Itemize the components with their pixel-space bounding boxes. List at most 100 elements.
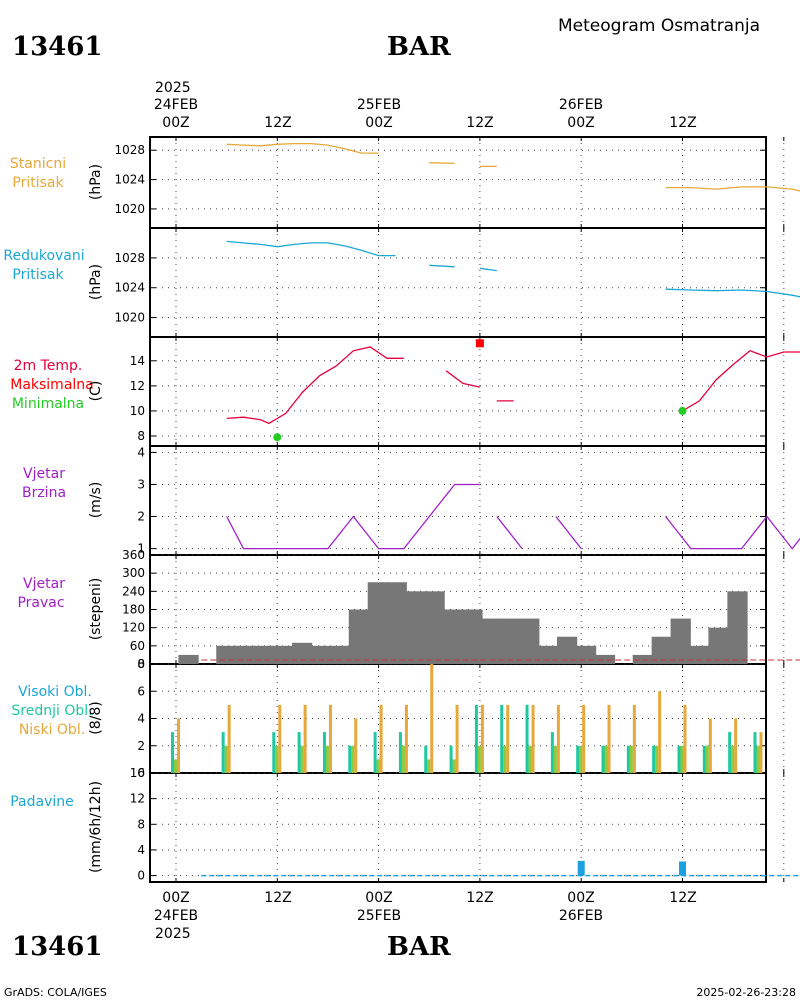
mid-cloud-bar: [604, 745, 608, 773]
wind-direction-bar: [632, 654, 653, 664]
tick-bottom-4: 12Z: [466, 890, 493, 906]
low-cloud-bar: [354, 718, 358, 773]
timestamp-text: 2025-02-26-23:28: [696, 986, 796, 999]
precipitation-bar: [679, 861, 686, 876]
reduced-pressure-line: [429, 264, 455, 268]
wind-direction-bar: [575, 645, 597, 664]
wind-direction-bar: [254, 645, 275, 664]
panel-label-reduced-2: Pritisak: [12, 267, 64, 283]
y-tick-label: 10: [130, 404, 145, 418]
y-tick-label: 0: [137, 657, 145, 671]
low-cloud-bar: [328, 704, 332, 773]
mid-cloud-bar: [477, 745, 481, 773]
plot-layer: 1020102410281020102410288101214123406012…: [114, 136, 800, 883]
tick-bottom-1: 00Z: [162, 890, 189, 906]
high-cloud-bar: [550, 732, 554, 773]
wind-direction-bar: [424, 591, 445, 664]
tick-top-4: 12Z: [466, 115, 493, 131]
mid-cloud-bar: [325, 745, 329, 773]
high-cloud-bar: [348, 745, 352, 773]
precipitation-bar: [577, 860, 585, 876]
year-label-bottom: 2025: [155, 926, 191, 942]
mid-cloud-bar: [553, 745, 557, 773]
wind-direction-bar: [216, 645, 237, 664]
y-tick-label: 1020: [114, 202, 145, 216]
y-tick-label: 1020: [114, 311, 145, 325]
panel-label-cloud-3: Niski Obl.: [19, 722, 85, 738]
wind-direction-bar: [689, 645, 710, 664]
low-cloud-bar: [632, 704, 636, 773]
y-tick-label: 1: [137, 542, 145, 556]
y-tick-label: 12: [130, 379, 145, 393]
low-cloud-bar: [379, 704, 383, 773]
mid-cloud-bar: [452, 759, 456, 773]
panel-label-dir-2: Pravac: [17, 595, 64, 611]
high-cloud-bar: [576, 745, 580, 773]
high-cloud-bar: [500, 704, 504, 773]
low-cloud-bar: [480, 704, 484, 773]
y-tick-label: 14: [130, 354, 145, 368]
y-tick-label: 16: [130, 766, 145, 780]
date-label-bottom-2: 25FEB: [357, 908, 401, 924]
tick-top-6: 12Z: [669, 115, 696, 131]
high-cloud-bar: [652, 745, 656, 773]
wind-direction-bar: [443, 609, 464, 664]
low-cloud-bar: [303, 704, 307, 773]
wind-direction-bar: [405, 591, 426, 664]
low-cloud-bar: [582, 704, 586, 773]
tick-bottom-5: 00Z: [567, 890, 594, 906]
low-cloud-bar: [430, 664, 434, 773]
panel-label-wind-2: Brzina: [22, 485, 66, 501]
date-label-top-1: 24FEB: [154, 97, 198, 113]
wind-direction-bar: [386, 582, 407, 664]
tick-top-2: 12Z: [264, 115, 291, 131]
y-tick-label: 4: [137, 712, 145, 726]
panel-frame: [149, 772, 767, 883]
tick-bottom-6: 12Z: [669, 890, 696, 906]
date-label-bottom-1: 24FEB: [154, 908, 198, 924]
reduced-pressure-line: [226, 240, 396, 257]
y-tick-label: 12: [130, 792, 145, 806]
mid-cloud-bar: [680, 745, 684, 773]
panel-frame: [149, 227, 767, 338]
high-cloud-bar: [171, 732, 174, 773]
wind-direction-bar: [235, 645, 256, 664]
panel-frame: [149, 336, 767, 447]
year-label-top: 2025: [155, 80, 191, 96]
panel-label-station-1: Stanicni: [10, 156, 66, 172]
low-cloud-bar: [708, 718, 712, 773]
date-label-top-3: 26FEB: [559, 97, 603, 113]
panel-label-temp-3: Minimalna: [12, 396, 84, 412]
reduced-pressure-line: [665, 288, 800, 298]
wind-direction-bar: [519, 618, 540, 664]
low-cloud-bar: [506, 704, 510, 773]
low-cloud-bar: [531, 704, 535, 773]
panel-label-temp-1: 2m Temp.: [14, 358, 83, 374]
wind-speed-line: [496, 516, 523, 550]
wind-direction-bar: [727, 591, 748, 664]
y-tick-label: 360: [122, 548, 145, 562]
tmax-marker: [475, 339, 484, 348]
panel-label-temp-2: Maksimalna: [10, 377, 94, 393]
wind-direction-bar: [178, 654, 199, 664]
high-cloud-bar: [474, 704, 478, 773]
wind-speed-line: [226, 483, 480, 550]
unit-label-precip: (mm/6h/12h): [88, 781, 104, 873]
unit-label-station: (hPa): [88, 164, 104, 200]
mid-cloud-bar: [224, 745, 228, 773]
wind-speed-line: [665, 515, 800, 550]
wind-direction-bar: [291, 642, 313, 664]
y-tick-label: 180: [122, 603, 145, 617]
wind-direction-bar: [708, 627, 729, 664]
high-cloud-bar: [297, 732, 301, 773]
high-cloud-bar: [626, 745, 630, 773]
tick-top-3: 00Z: [365, 115, 392, 131]
high-cloud-bar: [322, 732, 326, 773]
temperature-line: [682, 350, 800, 412]
mid-cloud-bar: [655, 745, 659, 773]
mid-cloud-bar: [427, 759, 431, 773]
date-label-top-2: 25FEB: [357, 97, 401, 113]
y-tick-label: 300: [122, 566, 145, 580]
wind-direction-bar: [367, 582, 388, 664]
